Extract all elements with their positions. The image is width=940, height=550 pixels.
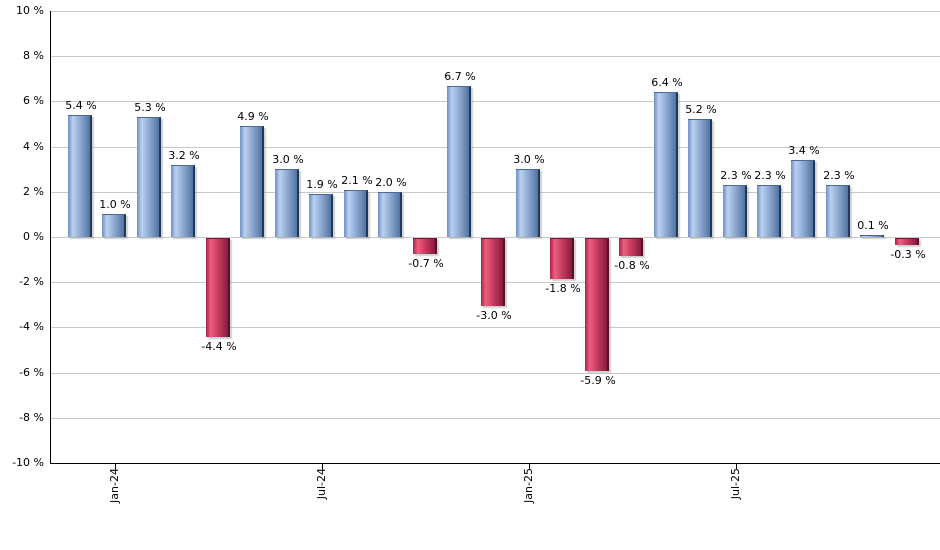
- bar-nov-25: [860, 235, 884, 237]
- bar-aug-24: [344, 190, 368, 237]
- bar-value-label: 2.1 %: [341, 174, 373, 187]
- bar-value-label: -0.3 %: [890, 248, 926, 261]
- bar-value-label: -1.8 %: [545, 282, 581, 295]
- bar-may-24: [240, 126, 264, 237]
- bar-nov-24: [447, 86, 471, 237]
- bar-value-label: 5.4 %: [65, 99, 97, 112]
- y-axis-tick-label: 8 %: [23, 49, 44, 62]
- y-axis-tick-label: -6 %: [19, 366, 44, 379]
- bar-value-label: 5.2 %: [685, 103, 717, 116]
- bar-value-label: 4.9 %: [237, 110, 269, 123]
- bar-value-label: 5.3 %: [134, 101, 166, 114]
- bar-aug-25: [757, 185, 781, 237]
- bar-mar-25: [585, 238, 609, 371]
- bar-feb-24: [137, 117, 161, 237]
- gridline: [51, 327, 940, 328]
- gridline: [51, 101, 940, 102]
- bar-jun-25: [688, 119, 712, 237]
- bar-dec-24: [481, 238, 505, 306]
- bar-jul-24: [309, 194, 333, 237]
- gridline: [51, 147, 940, 148]
- bar-value-label: 6.7 %: [444, 70, 476, 83]
- bar-dec-25: [895, 238, 919, 245]
- bar-apr-24: [206, 238, 230, 337]
- bar-mar-24: [171, 165, 195, 237]
- bar-value-label: 3.0 %: [272, 153, 304, 166]
- bar-oct-25: [826, 185, 850, 237]
- y-axis-tick-label: 2 %: [23, 185, 44, 198]
- bar-value-label: 1.9 %: [306, 178, 338, 191]
- bar-value-label: 2.3 %: [720, 169, 752, 182]
- gridline: [51, 11, 940, 12]
- bar-may-25: [654, 92, 678, 237]
- bar-jan-24: [102, 214, 126, 237]
- x-axis-tick-label: Jul-25: [729, 468, 742, 500]
- bar-feb-25: [550, 238, 574, 279]
- bar-value-label: 0.1 %: [857, 219, 889, 232]
- bar-value-label: 2.0 %: [375, 176, 407, 189]
- bar-value-label: -0.7 %: [408, 257, 444, 270]
- bar-jan-25: [516, 169, 540, 237]
- bar-value-label: -5.9 %: [580, 374, 616, 387]
- gridline: [51, 192, 940, 193]
- bar-sep-24: [378, 192, 402, 237]
- y-axis-tick-label: -8 %: [19, 411, 44, 424]
- x-axis-tick-mark: [736, 463, 737, 469]
- bar-jun-24: [275, 169, 299, 237]
- y-axis-tick-label: -10 %: [12, 456, 44, 469]
- gridline: [51, 418, 940, 419]
- gridline: [51, 373, 940, 374]
- x-axis-tick-label: Jan-24: [108, 468, 121, 503]
- bar-sep-25: [791, 160, 815, 237]
- bar-value-label: -4.4 %: [201, 340, 237, 353]
- bar-value-label: 2.3 %: [754, 169, 786, 182]
- x-axis-tick-mark: [322, 463, 323, 469]
- bar-apr-25: [619, 238, 643, 256]
- bar-value-label: -0.8 %: [614, 259, 650, 272]
- bar-value-label: 3.0 %: [513, 153, 545, 166]
- bar-value-label: 3.4 %: [788, 144, 820, 157]
- bar-value-label: 1.0 %: [99, 198, 131, 211]
- y-axis-tick-label: 4 %: [23, 140, 44, 153]
- y-axis-tick-label: 6 %: [23, 94, 44, 107]
- y-axis-tick-label: 10 %: [16, 4, 44, 17]
- bar-dec-23: [68, 115, 92, 237]
- x-axis-tick-label: Jul-24: [315, 468, 328, 500]
- x-axis-tick-label: Jan-25: [522, 468, 535, 503]
- x-axis-tick-mark: [529, 463, 530, 469]
- y-axis-tick-label: -4 %: [19, 320, 44, 333]
- x-axis-tick-mark: [115, 463, 116, 469]
- y-axis-line: [50, 11, 51, 464]
- bar-value-label: 6.4 %: [651, 76, 683, 89]
- y-axis-tick-label: 0 %: [23, 230, 44, 243]
- gridline: [51, 56, 940, 57]
- bar-value-label: 3.2 %: [168, 149, 200, 162]
- gridline: [51, 237, 940, 238]
- bar-jul-25: [723, 185, 747, 237]
- bar-value-label: 2.3 %: [823, 169, 855, 182]
- bar-value-label: -3.0 %: [476, 309, 512, 322]
- x-axis-line: [50, 463, 940, 464]
- bar-oct-24: [413, 238, 437, 254]
- y-axis-tick-label: -2 %: [19, 275, 44, 288]
